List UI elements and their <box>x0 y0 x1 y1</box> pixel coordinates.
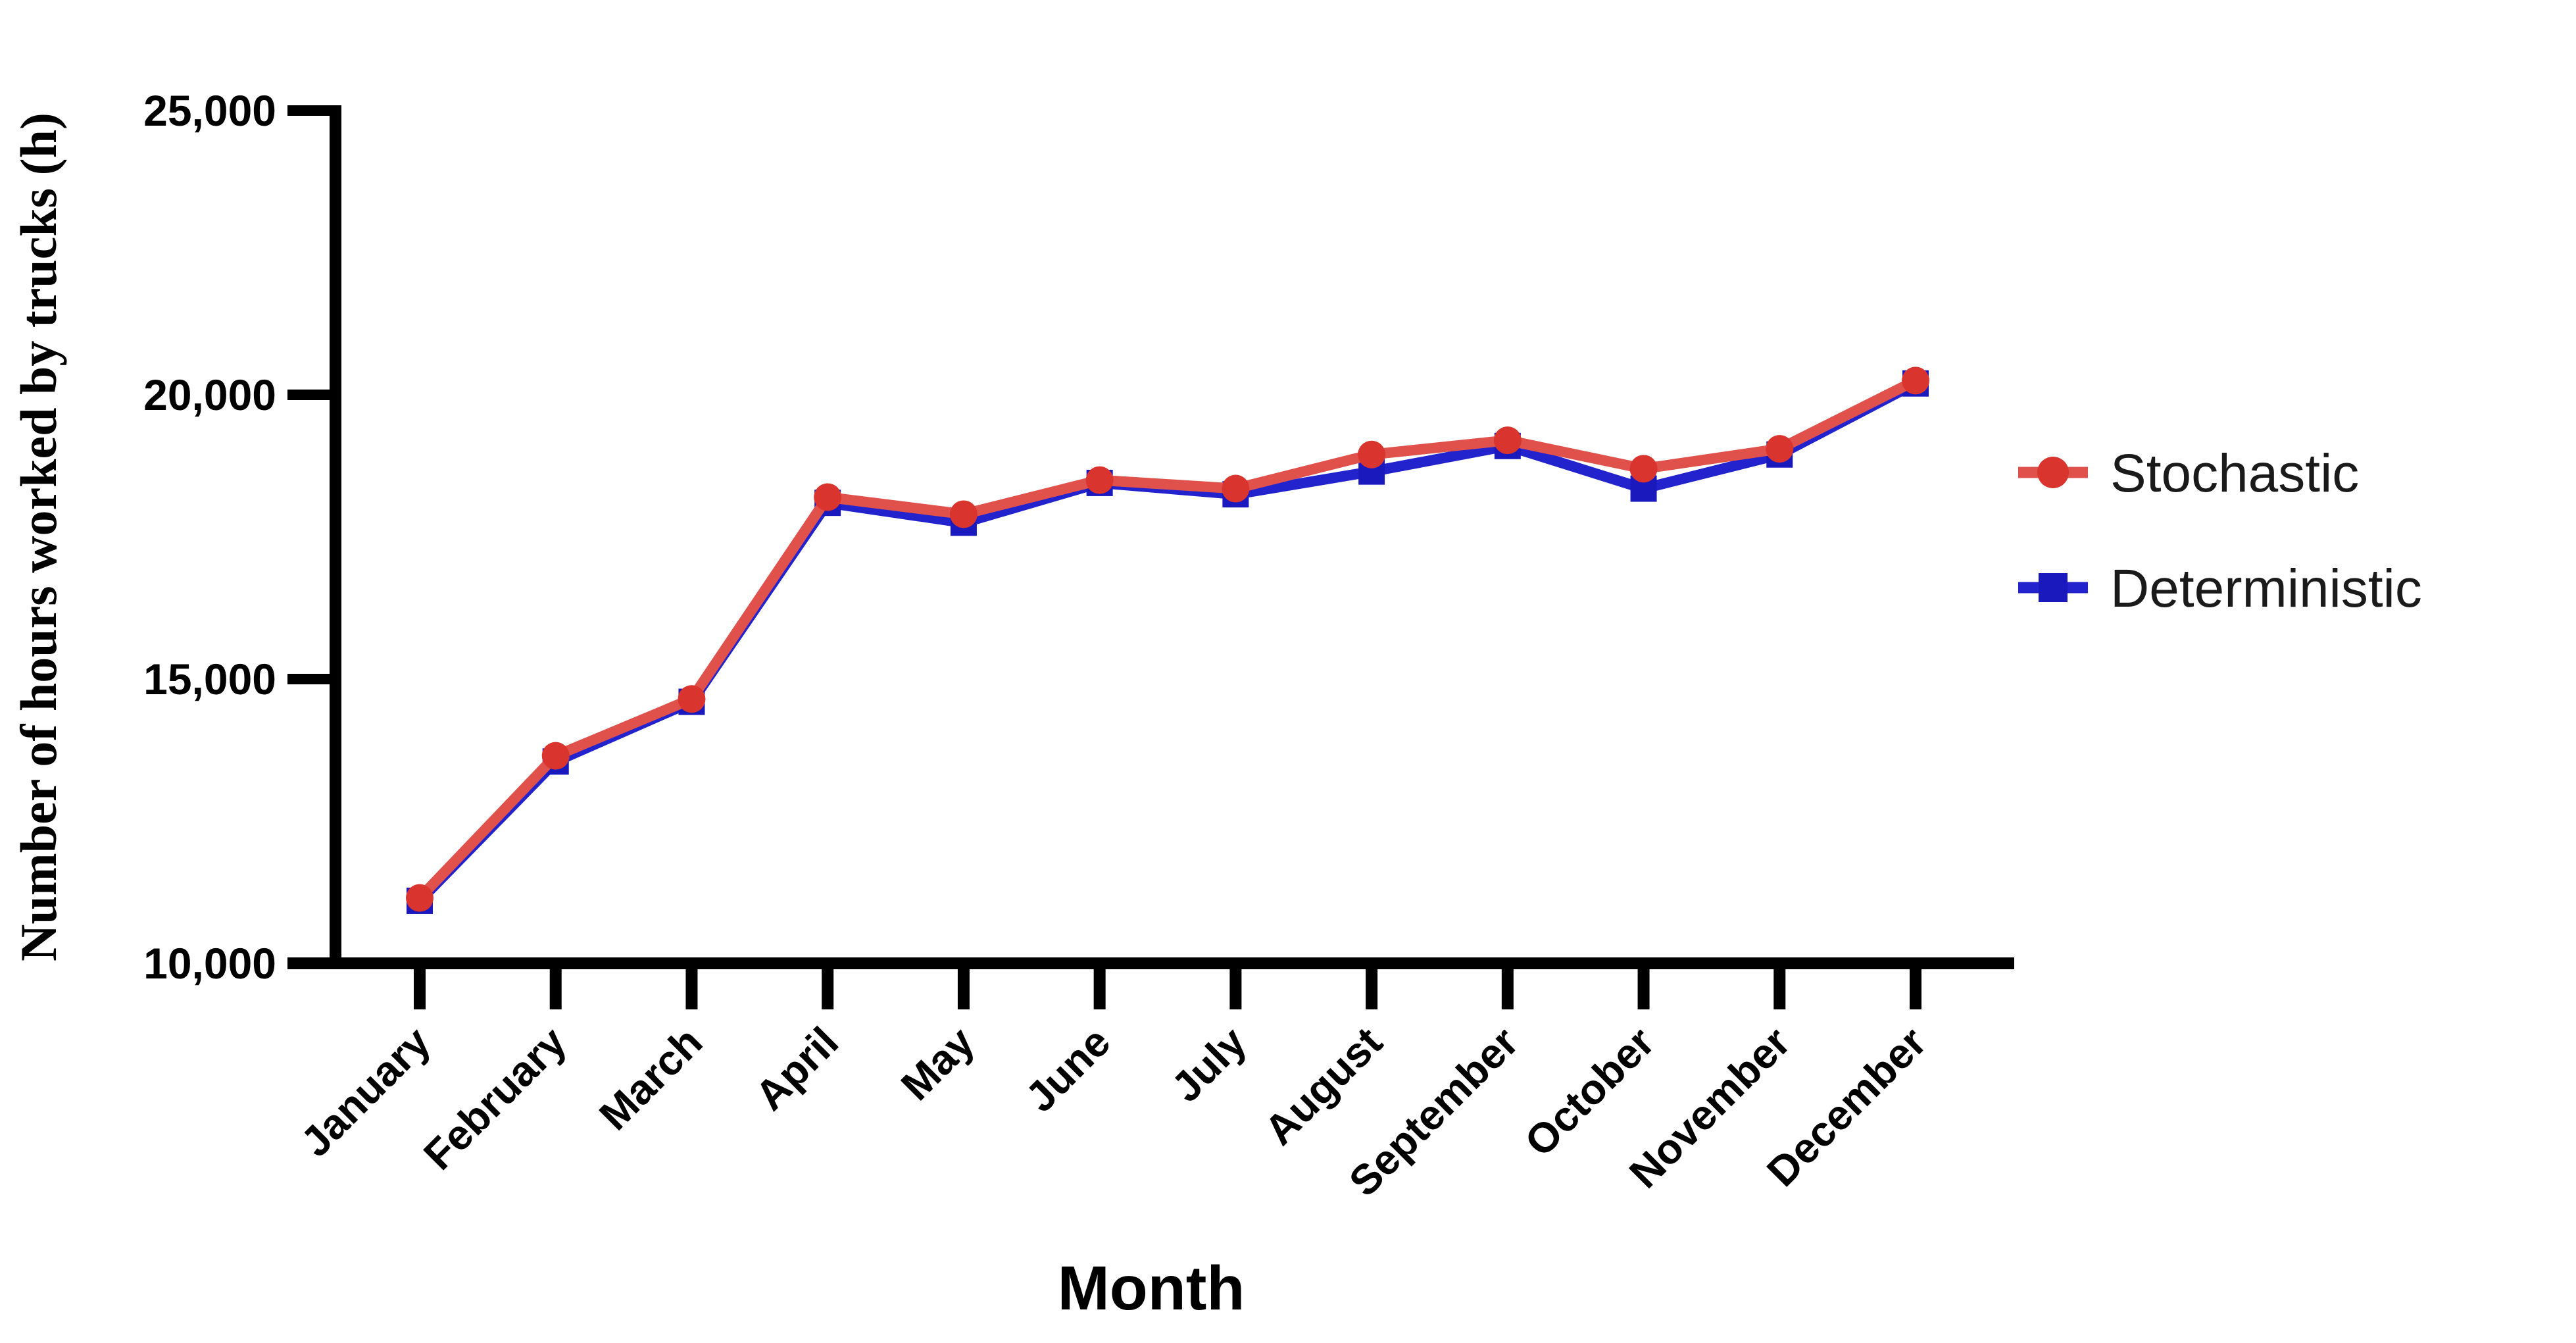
x-tick-mark <box>1229 963 1242 1009</box>
x-tick-mark <box>1366 963 1378 1009</box>
y-axis-spine <box>330 105 341 969</box>
x-tick-mark <box>414 963 426 1009</box>
legend-marker-deterministic-icon <box>2039 573 2068 602</box>
marker-stochastic <box>1085 466 1114 494</box>
marker-stochastic <box>1493 426 1522 455</box>
y-tick-label: 25,000 <box>143 86 276 135</box>
legend-label-stochastic: Stochastic <box>2110 443 2359 503</box>
axes <box>287 105 2014 969</box>
marker-stochastic <box>814 483 842 511</box>
y-tick-label: 20,000 <box>143 370 276 419</box>
y-axis-ticks: 25,000 20,000 15,000 10,000 <box>143 86 331 988</box>
x-tick-label: June <box>1016 1018 1120 1121</box>
x-axis-spine <box>287 957 2014 969</box>
x-tick-mark <box>1093 963 1106 1009</box>
x-tick-mark <box>549 963 562 1009</box>
y-tick-label: 10,000 <box>143 939 276 988</box>
x-tick-mark <box>957 963 970 1009</box>
legend-item-deterministic: Deterministic <box>2018 559 2422 619</box>
x-tick-label: July <box>1162 1018 1256 1111</box>
x-tick-mark <box>1637 963 1650 1009</box>
x-tick-label: April <box>746 1018 847 1119</box>
x-tick-label: March <box>590 1018 711 1139</box>
x-tick-label: February <box>414 1018 576 1179</box>
marker-stochastic <box>1629 455 1658 483</box>
marker-stochastic <box>949 500 978 528</box>
x-tick-mark <box>1773 963 1786 1009</box>
marker-stochastic <box>1358 440 1386 469</box>
legend: Stochastic Deterministic <box>2018 443 2422 619</box>
x-axis-title: Month <box>1058 1254 1245 1323</box>
marker-stochastic <box>1902 367 1930 395</box>
y-tick-label: 15,000 <box>143 655 276 703</box>
marker-stochastic <box>406 884 433 912</box>
x-tick-label: August <box>1255 1018 1391 1154</box>
y-tick-mark <box>287 105 331 116</box>
y-axis-title: Number of hours worked by trucks (h) <box>10 113 67 961</box>
x-tick-mark <box>1501 963 1514 1009</box>
marker-stochastic <box>1222 474 1250 503</box>
y-tick-mark <box>287 390 331 400</box>
legend-marker-stochastic-icon <box>2037 457 2069 488</box>
x-tick-mark <box>1910 963 1922 1009</box>
marker-stochastic <box>678 685 706 713</box>
y-tick-mark <box>287 958 331 969</box>
series-line-stochastic <box>416 376 1918 902</box>
data-series <box>406 367 1930 914</box>
x-tick-label: May <box>892 1018 983 1109</box>
x-tick-mark <box>685 963 698 1009</box>
marker-stochastic <box>541 742 570 770</box>
legend-item-stochastic: Stochastic <box>2018 443 2359 503</box>
marker-stochastic <box>1766 435 1794 463</box>
x-tick-mark <box>822 963 834 1009</box>
legend-label-deterministic: Deterministic <box>2110 559 2422 619</box>
y-tick-mark <box>287 674 331 684</box>
